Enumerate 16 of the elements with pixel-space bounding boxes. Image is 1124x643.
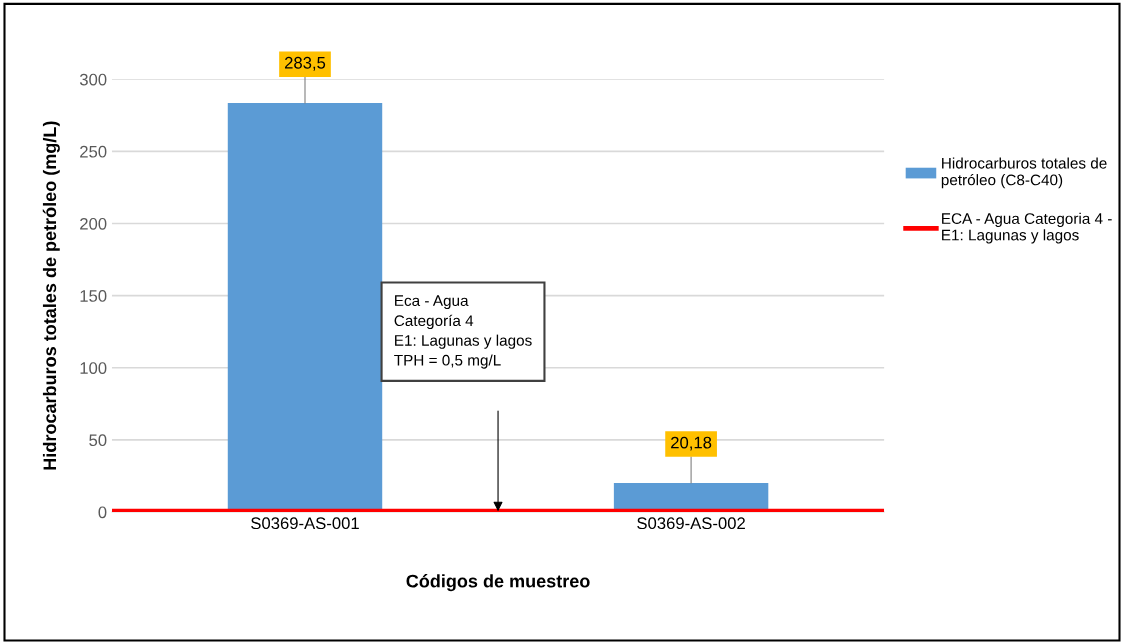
y-tick-label: 300 [79, 73, 107, 86]
y-tick-label: 50 [89, 434, 107, 447]
legend-label: Hidrocarburos totales de petróleo (C8-C40) [941, 157, 1107, 189]
y-tick-label: 0 [98, 506, 107, 519]
x-tick-label: S0369-AS-001 [251, 517, 359, 530]
data-label: 20,18 [671, 436, 712, 451]
y-tick-label: 100 [80, 362, 107, 374]
y-tick-label: 200 [80, 217, 107, 230]
y-axis-title: Hidrocarburos totales de petróleo (mg/L) [42, 121, 60, 470]
y-tick-label: 250 [80, 145, 107, 158]
y-tick-label: 150 [80, 290, 107, 302]
annotation: Eca - Agua Categoría 4 E1: Lagunas y lagos TPH = 0,5 mg/L [394, 295, 532, 369]
x-tick-label: S0369-AS-002 [637, 517, 745, 530]
x-axis-title: Códigos de muestreo [406, 574, 590, 592]
legend-label: ECA - Agua Categoria 4 - E1: Lagunas y lagos [942, 212, 1112, 244]
data-label: 283,5 [284, 56, 326, 71]
